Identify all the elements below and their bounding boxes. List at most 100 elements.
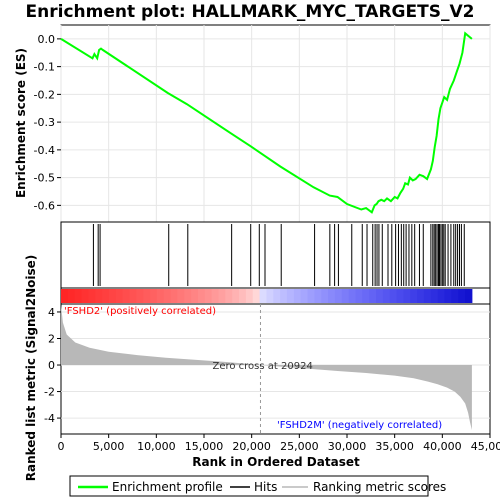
ranking-color-segment	[328, 289, 336, 303]
metric-y-tick-label: -4	[44, 412, 55, 425]
ranking-color-segment	[382, 289, 391, 303]
es-y-tick-label: -0.3	[34, 116, 55, 129]
ranking-color-segment	[170, 289, 178, 303]
ranking-metric-area	[61, 305, 472, 430]
ranking-color-segment	[122, 289, 130, 303]
es-y-tick-label: -0.6	[34, 199, 55, 212]
ranking-color-segment	[74, 289, 83, 303]
ranking-color-segment	[334, 289, 343, 303]
ranking-color-segment	[136, 289, 144, 303]
x-tick-label: 0	[58, 440, 65, 453]
ranking-color-segment	[423, 289, 432, 303]
x-tick-label: 20,000	[232, 440, 271, 453]
ranking-color-segment	[143, 289, 151, 303]
es-plot-frame	[60, 24, 491, 223]
ranking-color-segment	[67, 289, 76, 303]
legend-label-metric: Ranking metric scores	[313, 480, 446, 494]
ranking-color-segment	[232, 289, 240, 303]
ranking-color-segment	[321, 289, 329, 303]
x-tick-label: 10,000	[137, 440, 176, 453]
metric-y-tick-label: 0	[48, 359, 55, 372]
x-tick-label: 30,000	[328, 440, 367, 453]
ranking-color-segment	[88, 289, 96, 303]
hit-markers	[92, 224, 465, 286]
ranking-color-segment	[355, 289, 363, 303]
ranking-color-segment	[177, 289, 185, 303]
es-gridlines	[60, 25, 491, 222]
es-y-tick-label: -0.4	[34, 144, 55, 157]
ranking-color-segment	[61, 289, 69, 303]
legend-label-hits: Hits	[254, 480, 277, 494]
ranking-color-segment	[300, 289, 309, 303]
zero-cross-label: Zero cross at 20924	[212, 361, 312, 372]
x-tick-label: 35,000	[375, 440, 414, 453]
ranking-color-bar	[61, 289, 473, 303]
ranking-color-segment	[211, 289, 220, 303]
ranking-color-segment	[197, 289, 206, 303]
ranking-color-segment	[362, 289, 370, 303]
ranking-color-segment	[245, 289, 254, 303]
metric-y-axis-label: Ranked list metric (Signal2Noise)	[24, 255, 38, 482]
metric-y-ticks: 4 2 0 -2 -4	[44, 306, 61, 425]
ranking-color-segment	[376, 289, 384, 303]
legend: Enrichment profile Hits Ranking metric s…	[69, 475, 446, 497]
ranking-color-segment	[95, 289, 103, 303]
ranking-color-segment	[204, 289, 213, 303]
ranking-color-segment	[218, 289, 226, 303]
ranking-color-segment	[444, 289, 452, 303]
metric-panel: Zero cross at 20924 'FSHD2' (positively …	[44, 303, 500, 453]
ranking-color-segment	[341, 289, 350, 303]
es-y-tick-label: -0.2	[34, 88, 55, 101]
ranking-color-segment	[108, 289, 117, 303]
ranking-color-segment	[286, 289, 295, 303]
ranking-color-segment	[280, 289, 288, 303]
es-y-tick-label: 0.0	[38, 33, 56, 46]
x-tick-label: 40,000	[423, 440, 462, 453]
ranking-color-segment	[191, 289, 199, 303]
hits-panel	[60, 221, 491, 289]
es-y-axis-label: Enrichment score (ES)	[14, 48, 28, 198]
x-axis-label: Rank in Ordered Dataset	[192, 455, 360, 469]
x-ticks: 0 5,000 10,000 15,000 20,000 25,000 30,000 35,0…	[58, 434, 500, 453]
enrichment-profile-line	[60, 31, 473, 214]
x-tick-label: 45,000	[471, 440, 500, 453]
es-panel: 0.0 -0.1 -0.2 -0.3 -0.4 -0.5 -0.6	[34, 24, 491, 223]
ranking-color-segment	[115, 289, 124, 303]
ranking-color-segment	[389, 289, 398, 303]
positive-correlation-label: 'FSHD2' (positively correlated)	[64, 306, 216, 317]
ranking-color-segment	[348, 289, 356, 303]
x-tick-label: 5,000	[93, 440, 125, 453]
ranking-color-segment	[465, 289, 473, 303]
ranking-color-segment	[451, 289, 459, 303]
x-tick-label: 25,000	[280, 440, 319, 453]
legend-box	[69, 475, 429, 497]
hits-plot-frame	[60, 221, 491, 289]
ranking-color-segment	[239, 289, 247, 303]
ranking-color-segment	[293, 289, 302, 303]
metric-y-tick-label: 4	[48, 306, 55, 319]
ranking-color-segment	[410, 289, 418, 303]
ranking-color-segment	[403, 289, 411, 303]
ranking-color-segment	[458, 289, 466, 303]
ranking-color-segment	[225, 289, 233, 303]
ranking-color-segment	[369, 289, 377, 303]
ranking-color-segment	[307, 289, 315, 303]
ranking-color-segment	[163, 289, 172, 303]
negative-correlation-label: 'FSHD2M' (negatively correlated)	[277, 420, 442, 431]
ranking-color-segment	[314, 289, 322, 303]
ranking-color-segment	[259, 289, 267, 303]
chart-title: Enrichment plot: HALLMARK_MYC_TARGETS_V2	[26, 2, 475, 22]
ranking-color-segment	[430, 289, 439, 303]
ranking-color-segment	[417, 289, 425, 303]
ranking-color-segment	[81, 289, 89, 303]
ranking-color-segment	[396, 289, 404, 303]
x-tick-label: 15,000	[185, 440, 224, 453]
es-y-tick-label: -0.1	[34, 61, 55, 74]
ranking-color-segment	[156, 289, 165, 303]
ranking-color-segment	[129, 289, 137, 303]
ranking-color-segment	[273, 289, 281, 303]
es-y-ticks: 0.0 -0.1 -0.2 -0.3 -0.4 -0.5 -0.6	[34, 33, 61, 212]
es-y-tick-label: -0.5	[34, 172, 55, 185]
ranking-color-segment	[252, 289, 261, 303]
